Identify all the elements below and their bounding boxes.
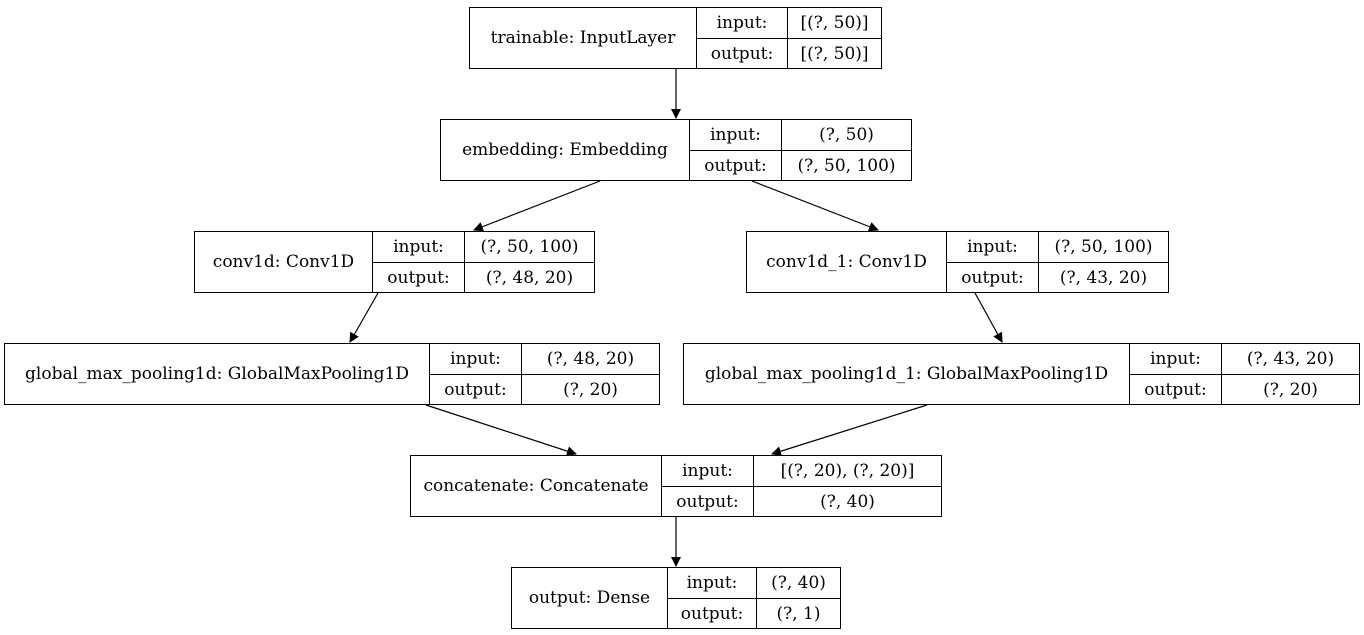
output-shape: (?, 50, 100) [797,155,896,176]
node-label: concatenate: Concatenate [411,456,662,516]
input-label: input: [668,568,757,598]
node-conv1d-1: conv1d_1: Conv1D input: (?, 50, 100) outp… [746,231,1169,293]
output-label: output: [430,375,522,404]
edge-gmp_1-to-concatenate [771,404,928,457]
node-trainable: trainable: InputLayer input: [(?, 50)] ou… [469,7,882,69]
node-label: conv1d: Conv1D [195,232,373,292]
node-label: trainable: InputLayer [470,8,697,68]
edge-conv1d-to-gmp [349,292,379,343]
node-global-max-pooling1d-1: global_max_pooling1d_1: GlobalMaxPooling… [683,343,1360,405]
output-shape: (?, 40) [820,491,875,512]
input-label: input: [373,232,465,262]
node-label: global_max_pooling1d: GlobalMaxPooling1D [5,344,430,404]
input-shape: (?, 43, 20) [1246,349,1335,369]
output-label: output: [690,151,782,180]
node-label: global_max_pooling1d_1: GlobalMaxPooling… [684,344,1130,404]
node-conv1d: conv1d: Conv1D input: (?, 50, 100) output… [194,231,595,293]
input-label: input: [947,232,1039,262]
edge-embedding-to-conv1d_1 [751,180,879,232]
output-shape: (?, 1) [776,603,821,624]
input-shape: (?, 50, 100) [480,237,579,257]
edge-conv1d_1-to-gmp_1 [974,292,1003,343]
node-label: conv1d_1: Conv1D [747,232,947,292]
input-shape: [(?, 50)] [800,13,869,33]
node-output: output: Dense input: (?, 40) output: (?, 1… [511,567,841,629]
node-concatenate: concatenate: Concatenate input: [(?, 20),… [410,455,942,517]
output-label: output: [373,263,465,292]
output-shape: (?, 20) [563,379,618,400]
input-shape: (?, 40) [771,573,826,593]
output-shape: [(?, 50)] [800,43,869,64]
edge-embedding-to-conv1d [473,180,601,232]
input-label: input: [697,8,788,38]
node-label: output: Dense [512,568,668,628]
output-label: output: [697,39,788,68]
input-label: input: [1130,344,1222,374]
node-embedding: embedding: Embedding input: (?, 50) outpu… [440,119,912,181]
output-label: output: [1130,375,1222,404]
node-global-max-pooling1d: global_max_pooling1d: GlobalMaxPooling1D… [4,343,660,405]
output-label: output: [947,263,1039,292]
input-shape: (?, 50, 100) [1054,237,1153,257]
input-shape: (?, 50) [819,125,874,145]
input-label: input: [662,456,754,486]
input-label: input: [430,344,522,374]
node-label: embedding: Embedding [441,120,690,180]
edge-gmp-to-concatenate [425,404,577,456]
output-label: output: [662,487,754,516]
output-shape: (?, 20) [1263,379,1318,400]
input-shape: [(?, 20), (?, 20)] [780,461,915,481]
output-shape: (?, 48, 20) [485,267,574,288]
output-shape: (?, 43, 20) [1059,267,1148,288]
input-label: input: [690,120,782,150]
input-shape: (?, 48, 20) [546,349,635,369]
output-label: output: [668,599,757,628]
